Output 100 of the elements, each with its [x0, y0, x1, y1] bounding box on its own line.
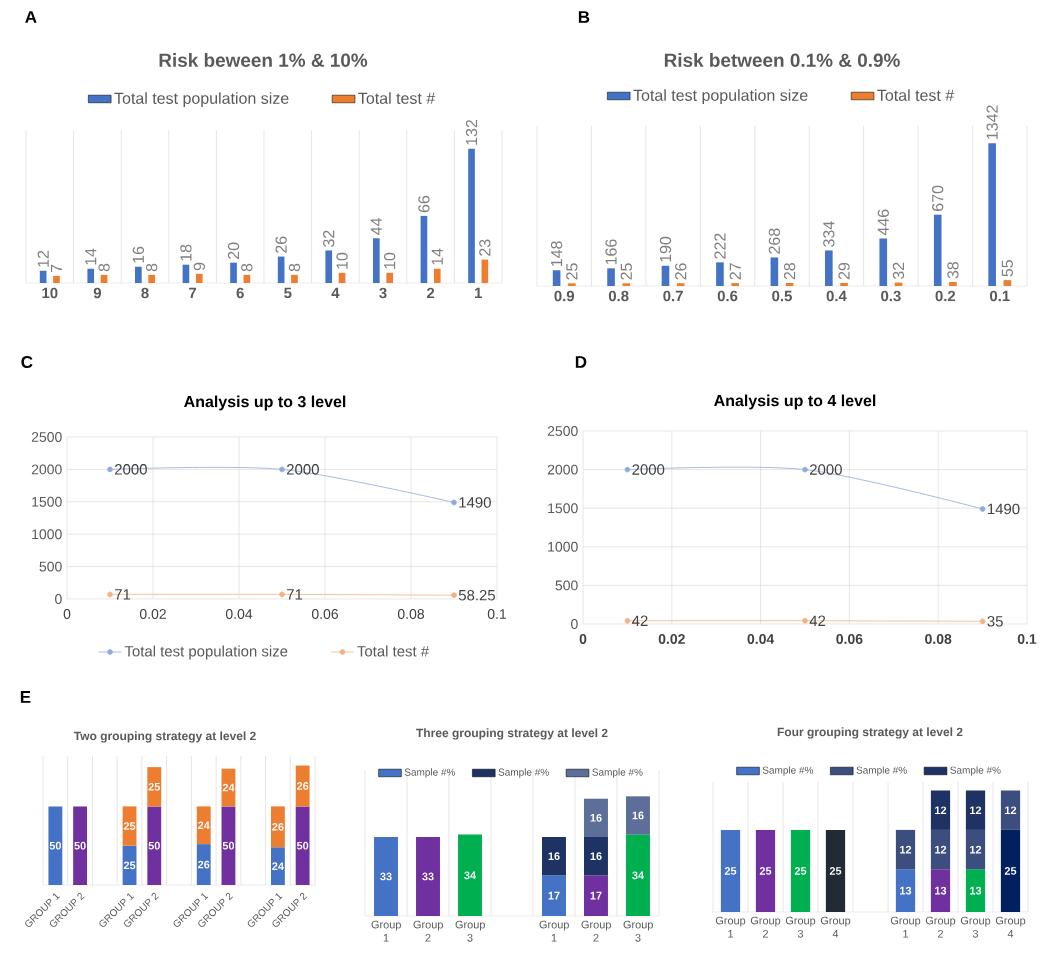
x-tick-label: 0.1 — [487, 609, 507, 619]
bar — [135, 266, 142, 283]
data-label: 28 — [783, 262, 796, 280]
data-label: 1490 — [459, 497, 491, 508]
x-tick-label: 4 — [331, 287, 340, 298]
x-tick-label: Group 1 — [890, 916, 921, 938]
data-label: 166 — [605, 239, 617, 265]
data-label: 16 — [548, 852, 560, 861]
bar — [840, 282, 848, 286]
bar — [458, 834, 482, 916]
data-label: 446 — [877, 209, 889, 236]
data-label: 12 — [37, 250, 49, 267]
data-label: 71 — [115, 589, 131, 600]
x-tick-label: 10 — [42, 287, 58, 299]
bar — [295, 806, 310, 885]
data-label: 8 — [288, 263, 301, 272]
bar — [622, 283, 631, 286]
text: C — [21, 355, 33, 369]
x-tick-label: Group 4 — [995, 916, 1026, 938]
bar — [1003, 280, 1012, 286]
legend-label: Sample #% — [856, 766, 907, 776]
data-label: 32 — [323, 230, 335, 247]
data-label: 14 — [431, 248, 443, 265]
data-label: 12 — [970, 806, 982, 815]
bar — [542, 875, 566, 916]
point — [451, 499, 457, 506]
y-tick-label: 0 — [571, 619, 578, 629]
data-label: 26 — [272, 822, 284, 831]
data-label: 26 — [675, 263, 687, 280]
chart-title: Three grouping strategy at level 2 — [416, 728, 608, 740]
data-label: 8 — [241, 263, 253, 272]
bar — [420, 215, 428, 283]
legend-label: Sample #% — [498, 768, 549, 778]
data-label: 58.25 — [458, 589, 495, 601]
data-label: 190 — [659, 236, 672, 262]
text: D — [575, 356, 587, 368]
data-label: 25 — [566, 263, 578, 280]
legend-label: Total test population size — [124, 645, 288, 660]
data-label: 13 — [935, 886, 947, 895]
data-label: 26 — [275, 236, 287, 253]
point — [279, 591, 285, 598]
data-label: 42 — [632, 615, 648, 626]
data-label: 2000 — [115, 464, 147, 475]
point — [107, 591, 113, 598]
x-tick-label: Group 1 — [371, 920, 401, 942]
legend-label: Sample #% — [592, 768, 643, 778]
x-tick-label: 8 — [141, 287, 149, 299]
data-label: 2000 — [810, 464, 842, 475]
bar — [87, 268, 95, 283]
x-tick-label: Group 2 — [750, 916, 781, 938]
y-tick-label: 1000 — [548, 541, 578, 552]
data-label: 34 — [632, 871, 645, 880]
data-label: 25 — [759, 867, 772, 875]
text: E — [20, 691, 31, 703]
chart-title: Four grouping strategy at level 2 — [777, 727, 963, 739]
text: B — [578, 11, 590, 23]
legend-label: Total test # — [358, 92, 436, 104]
data-label: 24 — [198, 821, 210, 830]
legend-label: Total test # — [357, 645, 430, 657]
x-tick-label: 0.9 — [554, 290, 575, 302]
x-tick-label: 0.02 — [658, 634, 685, 644]
point — [802, 466, 808, 473]
bar — [584, 837, 608, 876]
bar — [325, 250, 333, 283]
data-label: 24 — [272, 862, 284, 870]
data-label: 25 — [123, 822, 136, 830]
chart-title: Analysis up to 3 level — [184, 395, 346, 411]
data-label: 14 — [85, 248, 97, 265]
y-tick-label: 1000 — [32, 529, 62, 540]
data-label: 8 — [146, 263, 158, 272]
bar — [416, 837, 440, 916]
point — [624, 617, 631, 624]
x-tick-label: Group 3 — [455, 920, 485, 942]
data-label: 16 — [132, 246, 144, 263]
y-tick-label: 2000 — [31, 464, 62, 475]
data-label: 10 — [384, 252, 396, 269]
y-tick-label: 2000 — [547, 464, 578, 475]
bar — [147, 806, 162, 885]
y-tick-label: 2500 — [547, 426, 578, 436]
data-label: 27 — [729, 263, 741, 280]
data-label: 50 — [148, 841, 160, 850]
data-label: 25 — [794, 867, 807, 875]
data-label: 38 — [947, 261, 959, 279]
bar — [147, 767, 162, 807]
bar — [230, 262, 237, 283]
x-tick-label: 0.4 — [826, 290, 847, 302]
data-label: 17 — [590, 891, 602, 900]
chart-title: Analysis up to 4 level — [714, 394, 876, 410]
bar — [626, 834, 650, 916]
data-label: 25 — [724, 867, 737, 875]
x-tick-label: 0.7 — [663, 290, 683, 302]
bar — [73, 806, 88, 885]
data-label: 42 — [809, 615, 826, 626]
data-label: 17 — [548, 891, 560, 900]
point — [279, 466, 285, 473]
bar — [374, 837, 398, 916]
data-label: 670 — [932, 185, 944, 211]
data-label: 26 — [296, 782, 309, 790]
x-tick-label: 0.2 — [935, 290, 956, 302]
data-label: 222 — [714, 233, 726, 259]
